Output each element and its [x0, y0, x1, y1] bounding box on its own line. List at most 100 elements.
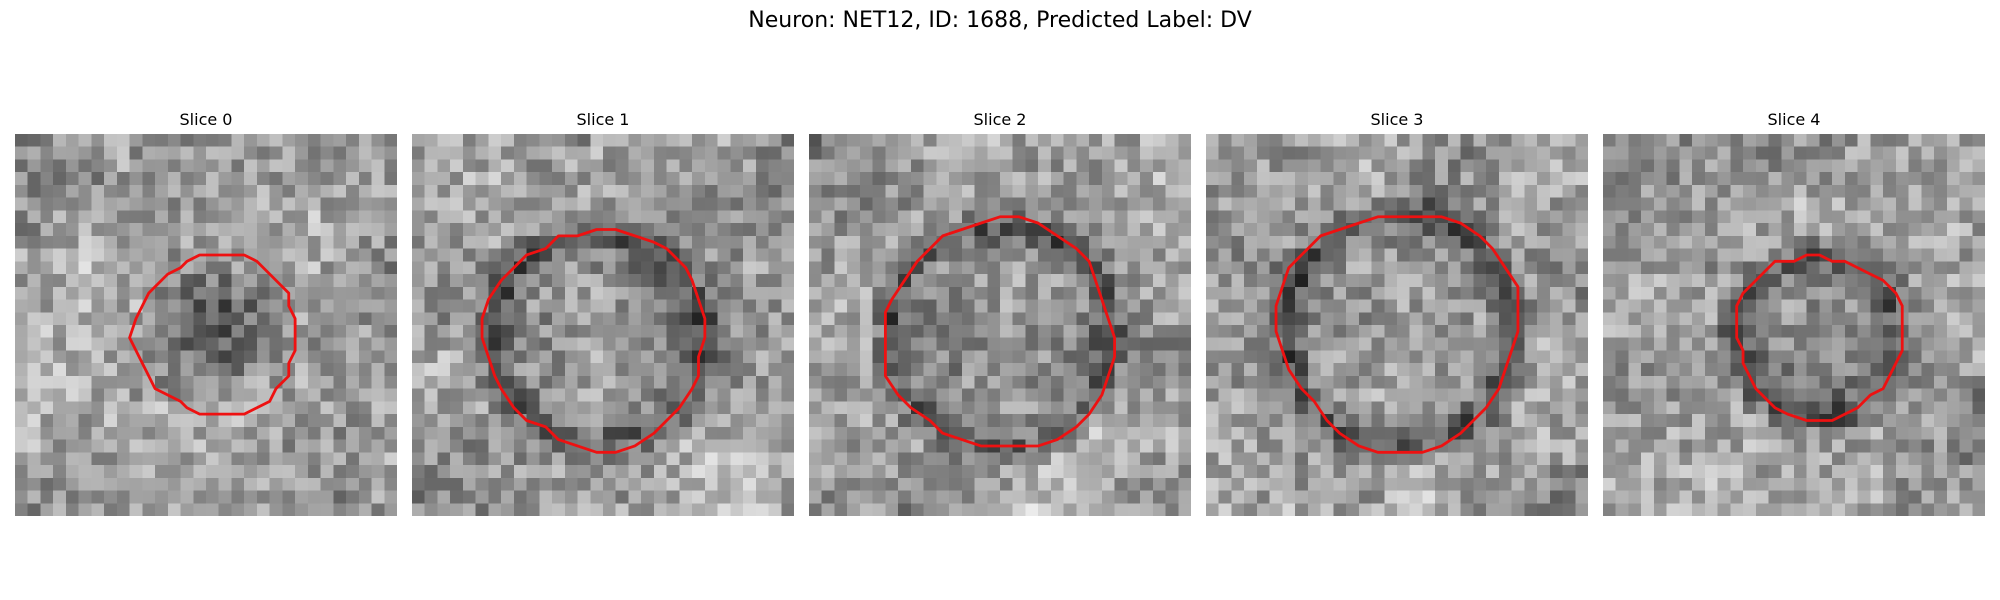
- pixel: [180, 210, 194, 224]
- pixel: [1140, 401, 1154, 415]
- pixel: [949, 388, 963, 402]
- pixel: [1089, 477, 1103, 491]
- pixel: [269, 490, 283, 504]
- pixel: [692, 235, 706, 249]
- pixel: [768, 401, 782, 415]
- pixel: [206, 286, 219, 300]
- pixel: [1435, 159, 1449, 173]
- pixel: [1409, 452, 1423, 466]
- pixel: [847, 439, 861, 453]
- pixel: [987, 146, 1001, 160]
- pixel: [679, 172, 693, 186]
- pixel: [1114, 286, 1128, 300]
- pixel: [371, 261, 385, 275]
- pixel: [244, 350, 258, 364]
- pixel: [834, 248, 848, 262]
- pixel: [552, 235, 566, 249]
- pixel: [781, 477, 794, 491]
- pixel: [1218, 223, 1232, 237]
- pixel: [1152, 325, 1166, 338]
- pixel: [1025, 235, 1039, 249]
- pixel: [679, 490, 693, 504]
- pixel: [1447, 325, 1461, 338]
- pixel: [1717, 363, 1731, 377]
- pixel: [1908, 503, 1922, 516]
- pixel: [1101, 465, 1115, 479]
- pixel: [1269, 350, 1283, 364]
- pixel: [1704, 477, 1718, 491]
- pixel: [488, 350, 502, 364]
- pixel: [603, 439, 616, 453]
- pixel: [346, 350, 360, 364]
- pixel: [1692, 159, 1706, 173]
- pixel: [244, 375, 258, 389]
- pixel: [1615, 363, 1629, 377]
- pixel: [539, 325, 553, 338]
- pixel: [679, 477, 693, 491]
- pixel: [910, 337, 924, 351]
- pixel: [1832, 465, 1846, 479]
- pixel: [1704, 197, 1718, 211]
- pixel: [167, 184, 181, 198]
- pixel: [577, 465, 591, 479]
- pixel: [206, 452, 219, 466]
- pixel: [475, 363, 489, 377]
- pixel: [104, 414, 118, 428]
- pixel: [1152, 350, 1166, 364]
- pixel: [1755, 248, 1769, 262]
- pixel: [1371, 184, 1385, 198]
- pixel: [256, 490, 270, 504]
- pixel: [206, 274, 219, 288]
- pixel: [1012, 477, 1026, 491]
- pixel: [155, 350, 169, 364]
- pixel: [1152, 452, 1166, 466]
- pixel: [768, 274, 782, 288]
- pixel: [371, 452, 385, 466]
- pixel: [847, 235, 861, 249]
- pixel: [1549, 452, 1563, 466]
- pixel: [1641, 184, 1655, 198]
- pixel: [65, 146, 79, 160]
- pixel: [679, 414, 693, 428]
- pixel: [1165, 261, 1179, 275]
- pixel: [1101, 146, 1115, 160]
- pixel: [1895, 261, 1909, 275]
- pixel: [961, 248, 975, 262]
- pixel: [437, 146, 451, 160]
- pixel: [104, 286, 118, 300]
- pixel: [231, 503, 245, 516]
- pixel: [809, 134, 822, 147]
- pixel: [666, 375, 680, 389]
- pixel: [412, 465, 425, 479]
- pixel: [1218, 248, 1232, 262]
- pixel: [1615, 350, 1629, 364]
- pixel: [1537, 401, 1551, 415]
- pixel: [1934, 223, 1948, 237]
- pixel: [821, 312, 835, 326]
- pixel: [1076, 159, 1090, 173]
- pixel: [1435, 401, 1449, 415]
- pixel: [27, 210, 41, 224]
- pixel: [1101, 286, 1115, 300]
- pixel: [1692, 184, 1706, 198]
- pixel: [1127, 439, 1141, 453]
- pixel: [1050, 490, 1064, 504]
- pixel: [256, 159, 270, 173]
- pixel: [346, 223, 360, 237]
- pixel: [371, 235, 385, 249]
- pixel: [1206, 210, 1219, 224]
- pixel: [1704, 401, 1718, 415]
- pixel: [104, 388, 118, 402]
- pixel: [564, 184, 578, 198]
- pixel: [1908, 159, 1922, 173]
- pixel: [564, 274, 578, 288]
- pixel: [1819, 363, 1833, 377]
- pixel: [1921, 159, 1935, 173]
- pixel: [885, 350, 899, 364]
- pixel: [577, 134, 591, 147]
- pixel: [231, 325, 245, 338]
- pixel: [1282, 375, 1296, 389]
- pixel: [269, 350, 283, 364]
- pixel: [193, 477, 207, 491]
- pixel: [256, 312, 270, 326]
